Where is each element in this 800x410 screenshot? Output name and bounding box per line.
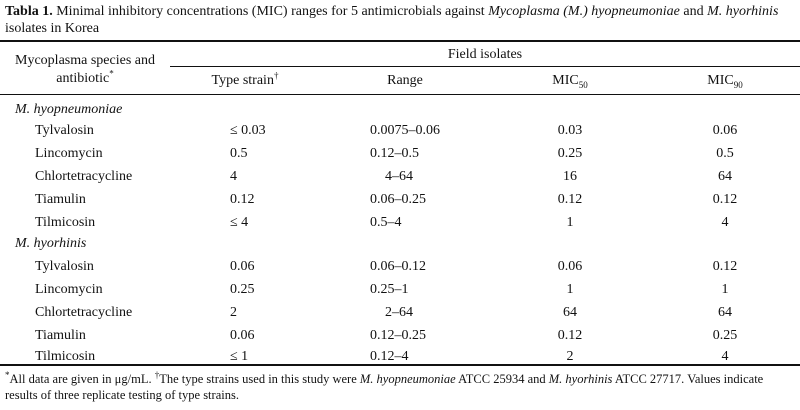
header-field-isolates: Field isolates: [447, 47, 523, 62]
caption-text-3: isolates in Korea: [5, 21, 100, 36]
row-antibiotic: Tiamulin: [35, 192, 86, 207]
caption-species-1: Mycoplasma (M.) hyopneumoniae: [488, 4, 680, 19]
row-mic50: 0.25: [557, 146, 583, 161]
row-mic90: 1: [721, 282, 729, 297]
row-mic50: 16: [563, 169, 577, 184]
row-type-strain: 0.06: [230, 259, 255, 274]
header-range: Range: [387, 73, 423, 88]
row-range: 0.06–0.25: [370, 192, 426, 207]
row-antibiotic: Chlortetracycline: [35, 305, 133, 320]
table-footnote: *All data are given in μg/mL. †The type …: [5, 369, 795, 403]
caption-text-2: and: [679, 4, 708, 19]
row-range: 0.25–1: [370, 282, 409, 297]
header-mic90: MIC90: [707, 73, 743, 90]
row-mic50: 1: [566, 215, 574, 230]
header-mic50: MIC50: [552, 73, 588, 90]
header-bottom-rule: [0, 94, 800, 95]
row-mic50: 1: [566, 282, 574, 297]
footnote-text-1: All data are given in μg/mL.: [9, 372, 155, 386]
row-type-strain: 0.06: [230, 328, 255, 343]
row-antibiotic: Tylvalosin: [35, 259, 94, 274]
row-type-strain: ≤ 1: [230, 349, 249, 364]
row-mic50: 0.06: [557, 259, 583, 274]
row-antibiotic: Tilmicosin: [35, 215, 96, 230]
row-type-strain: 0.5: [230, 146, 248, 161]
table-caption: Tabla 1. Minimal inhibitory concentratio…: [5, 3, 793, 37]
row-range: 0.12–0.25: [370, 328, 426, 343]
row-mic50: 0.12: [557, 192, 583, 207]
table-top-rule: [0, 40, 800, 42]
table-bottom-rule: [0, 364, 800, 366]
row-mic90: 0.25: [712, 328, 738, 343]
footnote-species-1: M. hyopneumoniae: [359, 372, 456, 386]
row-mic90: 0.06: [712, 123, 738, 138]
row-antibiotic: Lincomycin: [35, 282, 103, 297]
section-title-hyorhinis: M. hyorhinis: [15, 236, 87, 251]
footnote-text-3: ATCC 25934 and: [455, 372, 549, 386]
row-type-strain: 2: [230, 305, 237, 320]
row-mic90: 64: [718, 169, 732, 184]
row-antibiotic: Tilmicosin: [35, 349, 96, 364]
footnote-mark-1: *: [5, 369, 10, 380]
row-range: 0.12–4: [370, 349, 409, 364]
row-type-strain: ≤ 0.03: [230, 123, 266, 138]
row-range: 4–64: [385, 169, 413, 184]
row-antibiotic: Tiamulin: [35, 328, 86, 343]
row-range: 0.06–0.12: [370, 259, 426, 274]
row-range: 2–64: [385, 305, 413, 320]
footnote-mark-2: †: [154, 369, 160, 380]
row-mic90: 0.12: [712, 259, 738, 274]
footnote-text-4: ATCC 27717. Values indicate results of t…: [5, 372, 764, 402]
header-spanner-rule: [170, 66, 800, 67]
row-type-strain: 0.12: [230, 192, 255, 207]
row-mic50: 2: [566, 349, 574, 364]
row-type-strain: 4: [230, 169, 237, 184]
row-mic90: 4: [721, 215, 729, 230]
row-mic50: 0.12: [557, 328, 583, 343]
row-type-strain: 0.25: [230, 282, 255, 297]
table-label: Tabla 1.: [5, 4, 53, 19]
row-antibiotic: Chlortetracycline: [35, 169, 133, 184]
header-species-antibiotic: Mycoplasma species and antibiotic*: [15, 53, 155, 86]
row-mic90: 4: [721, 349, 729, 364]
row-mic50: 0.03: [557, 123, 583, 138]
row-range: 0.0075–0.06: [370, 123, 440, 138]
row-range: 0.12–0.5: [370, 146, 419, 161]
footnote-species-2: M. hyorhinis: [548, 372, 613, 386]
row-mic90: 0.12: [712, 192, 738, 207]
row-mic90: 64: [718, 305, 732, 320]
caption-text: Minimal inhibitory concentrations (MIC) …: [52, 4, 489, 19]
row-range: 0.5–4: [370, 215, 402, 230]
caption-species-2: M. hyorhinis: [707, 4, 779, 19]
row-antibiotic: Lincomycin: [35, 146, 103, 161]
footnote-text-2: The type strains used in this study were: [159, 372, 360, 386]
header-type-strain: Type strain†: [211, 70, 279, 88]
row-mic90: 0.5: [716, 146, 734, 161]
row-mic50: 64: [563, 305, 577, 320]
row-antibiotic: Tylvalosin: [35, 123, 94, 138]
row-type-strain: ≤ 4: [230, 215, 249, 230]
section-title-hyopneumoniae: M. hyopneumoniae: [15, 102, 123, 117]
